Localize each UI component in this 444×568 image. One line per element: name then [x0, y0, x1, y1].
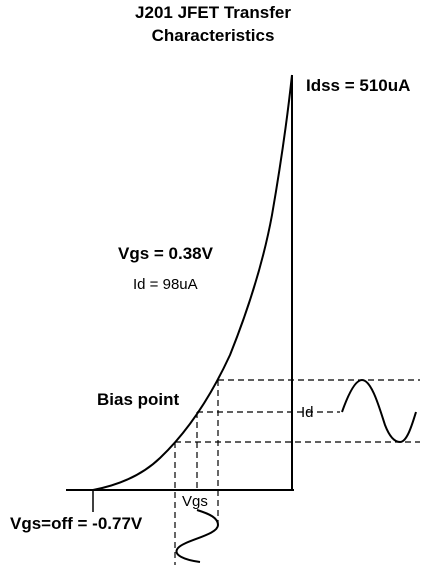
vgs-axis-label: Vgs — [182, 493, 208, 510]
id-output-waveform — [341, 378, 417, 444]
diagram-title-line1: J201 JFET Transfer — [135, 3, 291, 22]
dashed-guides — [174, 379, 420, 565]
bias-point-label: Bias point — [97, 390, 180, 409]
idss-label: Idss = 510uA — [306, 76, 410, 95]
transfer-curve — [92, 74, 293, 491]
diagram-title-line2: Characteristics — [152, 26, 275, 45]
id-axis-label: Id — [301, 404, 314, 421]
vgs-value-label: Vgs = 0.38V — [118, 244, 214, 263]
vgs-input-waveform — [175, 509, 220, 563]
id-value-label: Id = 98uA — [133, 276, 198, 293]
vgs-off-label: Vgs=off = -0.77V — [10, 514, 143, 533]
